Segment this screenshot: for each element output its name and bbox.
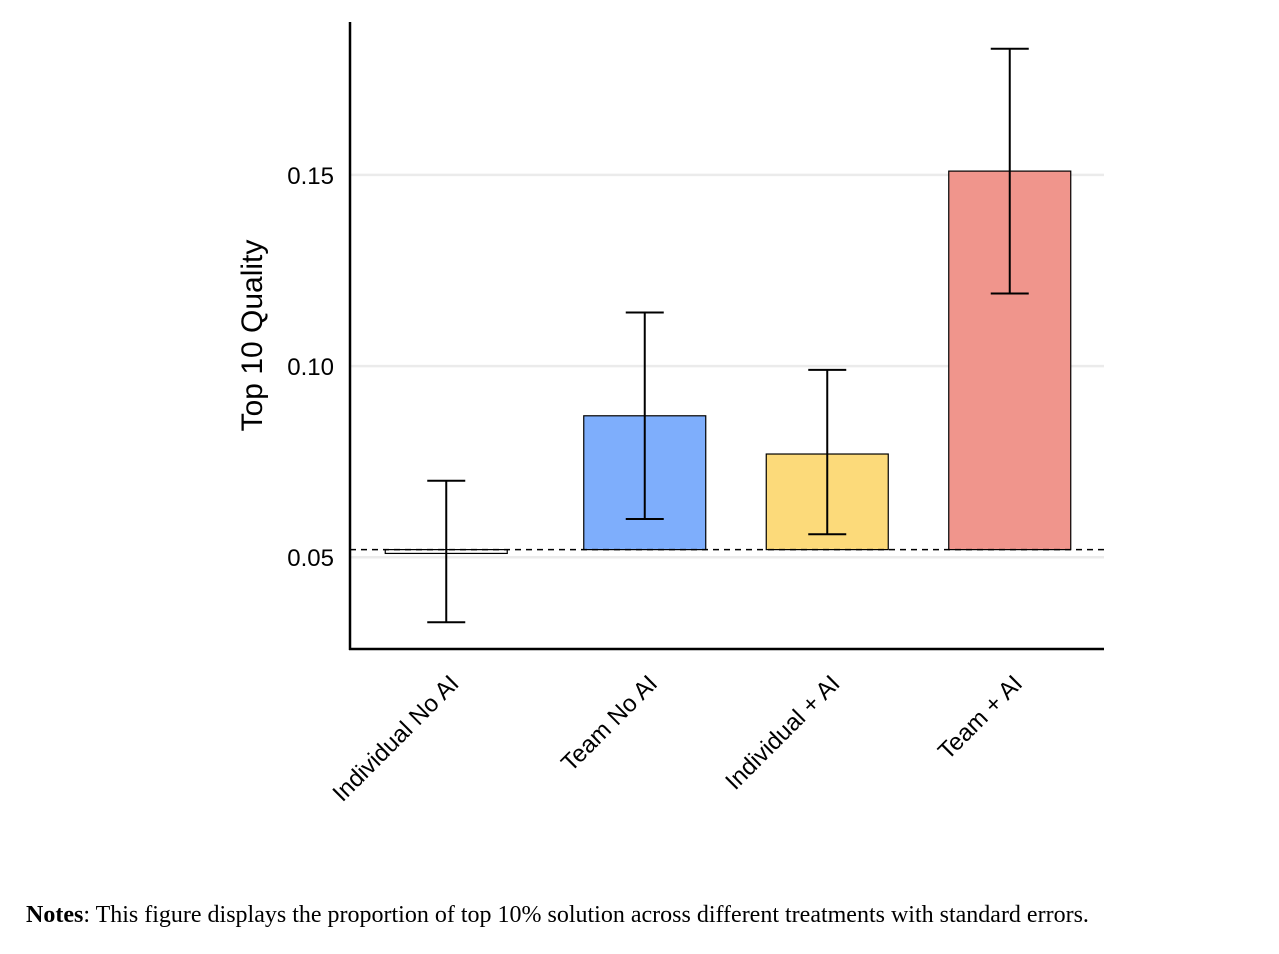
x-tick-label: Individual + AI (720, 670, 845, 795)
y-tick-label: 0.10 (287, 354, 334, 381)
notes-label: Notes (26, 902, 84, 928)
bars (384, 170, 1072, 555)
figure-notes: Notes: This figure displays the proporti… (26, 902, 1266, 929)
y-tick-label: 0.05 (287, 545, 334, 572)
bar-chart: 0.050.100.15 Individual No AI Team No AI I… (236, 22, 1104, 807)
x-tick-label: Team No AI (556, 670, 663, 777)
x-tick-labels: Individual No AI Team No AI Individual + A… (327, 670, 1028, 807)
y-tick-label: 0.15 (287, 163, 334, 190)
x-tick-label: Team + AI (933, 670, 1028, 765)
notes-text: : This figure displays the proportion of… (83, 902, 1089, 928)
y-tick-labels: 0.05 0.10 0.15 (287, 163, 334, 572)
y-axis-title: Top 10 Quality (236, 240, 269, 432)
error-bars (427, 47, 1029, 624)
x-tick-label: Individual No AI (327, 670, 464, 807)
